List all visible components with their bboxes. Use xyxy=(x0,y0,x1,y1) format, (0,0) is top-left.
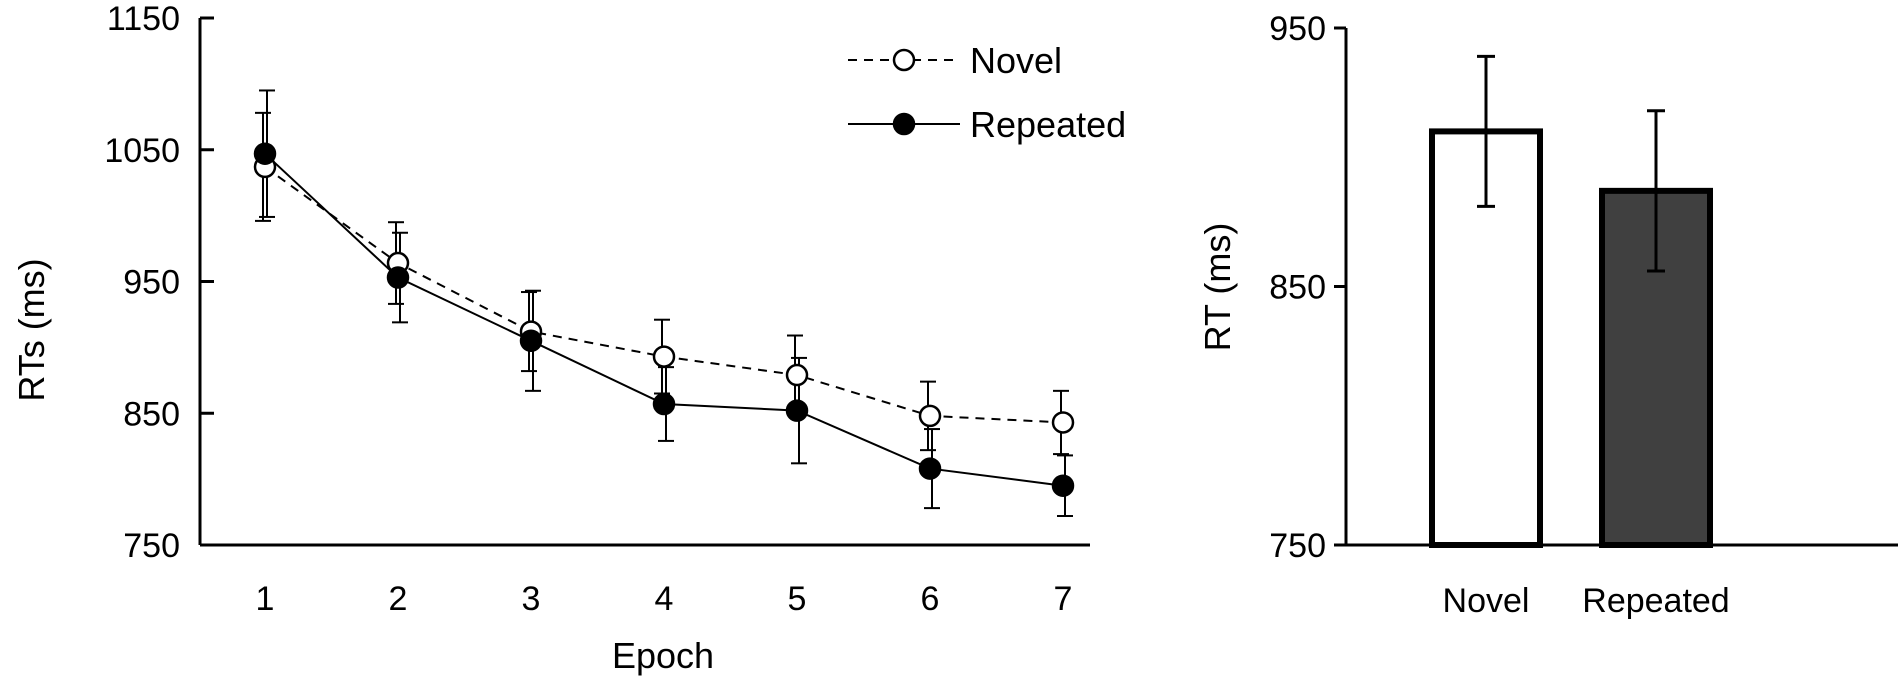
novel-point xyxy=(1051,411,1075,434)
repeated-point xyxy=(519,329,543,353)
left-x-ticks: 1 2 3 4 5 6 7 xyxy=(256,580,1073,618)
epoch-line-chart: 750 850 950 1050 1150 1 2 3 4 5 6 7 Epoch RTs (ms)… xyxy=(11,0,1126,676)
novel-series-line xyxy=(264,166,1064,424)
left-x-tick-label: 1 xyxy=(256,580,275,618)
right-y-axis-title: RT (ms) xyxy=(1197,223,1238,352)
left-x-tick-label: 6 xyxy=(921,580,940,618)
repeated-point xyxy=(253,142,277,165)
repeated-point xyxy=(1051,474,1075,497)
left-x-tick-label: 5 xyxy=(788,580,807,618)
left-series-group xyxy=(253,89,1075,518)
novel-point xyxy=(785,363,809,387)
left-y-ticks: 750 850 950 1050 1150 xyxy=(104,0,214,565)
legend-repeated-marker xyxy=(892,112,916,136)
legend: Novel Repeated xyxy=(848,40,1126,145)
legend-repeated-label: Repeated xyxy=(970,104,1126,145)
left-x-axis-title: Epoch xyxy=(612,635,714,676)
left-y-tick-label: 950 xyxy=(123,264,180,302)
legend-novel-marker xyxy=(892,48,916,72)
left-x-tick-label: 2 xyxy=(389,580,408,618)
left-y-tick-label: 750 xyxy=(123,527,180,565)
repeated-point xyxy=(386,266,410,289)
repeated-point xyxy=(785,399,809,422)
novel-category-label: Novel xyxy=(1443,582,1530,620)
repeated-point xyxy=(918,457,942,480)
legend-novel-label: Novel xyxy=(970,40,1062,81)
left-y-tick-label: 850 xyxy=(123,395,180,433)
left-x-tick-label: 3 xyxy=(522,580,541,618)
right-y-tick-label: 850 xyxy=(1269,269,1326,307)
novel-point xyxy=(918,404,942,428)
right-y-tick-label: 750 xyxy=(1269,527,1326,565)
left-x-tick-label: 4 xyxy=(655,580,674,618)
right-y-tick-label: 950 xyxy=(1269,10,1326,48)
bar-chart: 750 850 950 Novel Repeated RT (ms) xyxy=(1197,10,1898,620)
repeated-point xyxy=(652,392,676,416)
left-y-tick-label: 1150 xyxy=(107,0,180,38)
repeated-category-label: Repeated xyxy=(1582,582,1729,620)
left-y-axis-title: RTs (ms) xyxy=(11,258,52,401)
novel-point xyxy=(652,345,676,368)
right-y-ticks: 750 850 950 xyxy=(1269,10,1346,565)
left-y-tick-label: 1050 xyxy=(104,132,180,170)
right-bars-group: Novel Repeated xyxy=(1429,54,1730,620)
left-x-tick-label: 7 xyxy=(1054,580,1073,618)
